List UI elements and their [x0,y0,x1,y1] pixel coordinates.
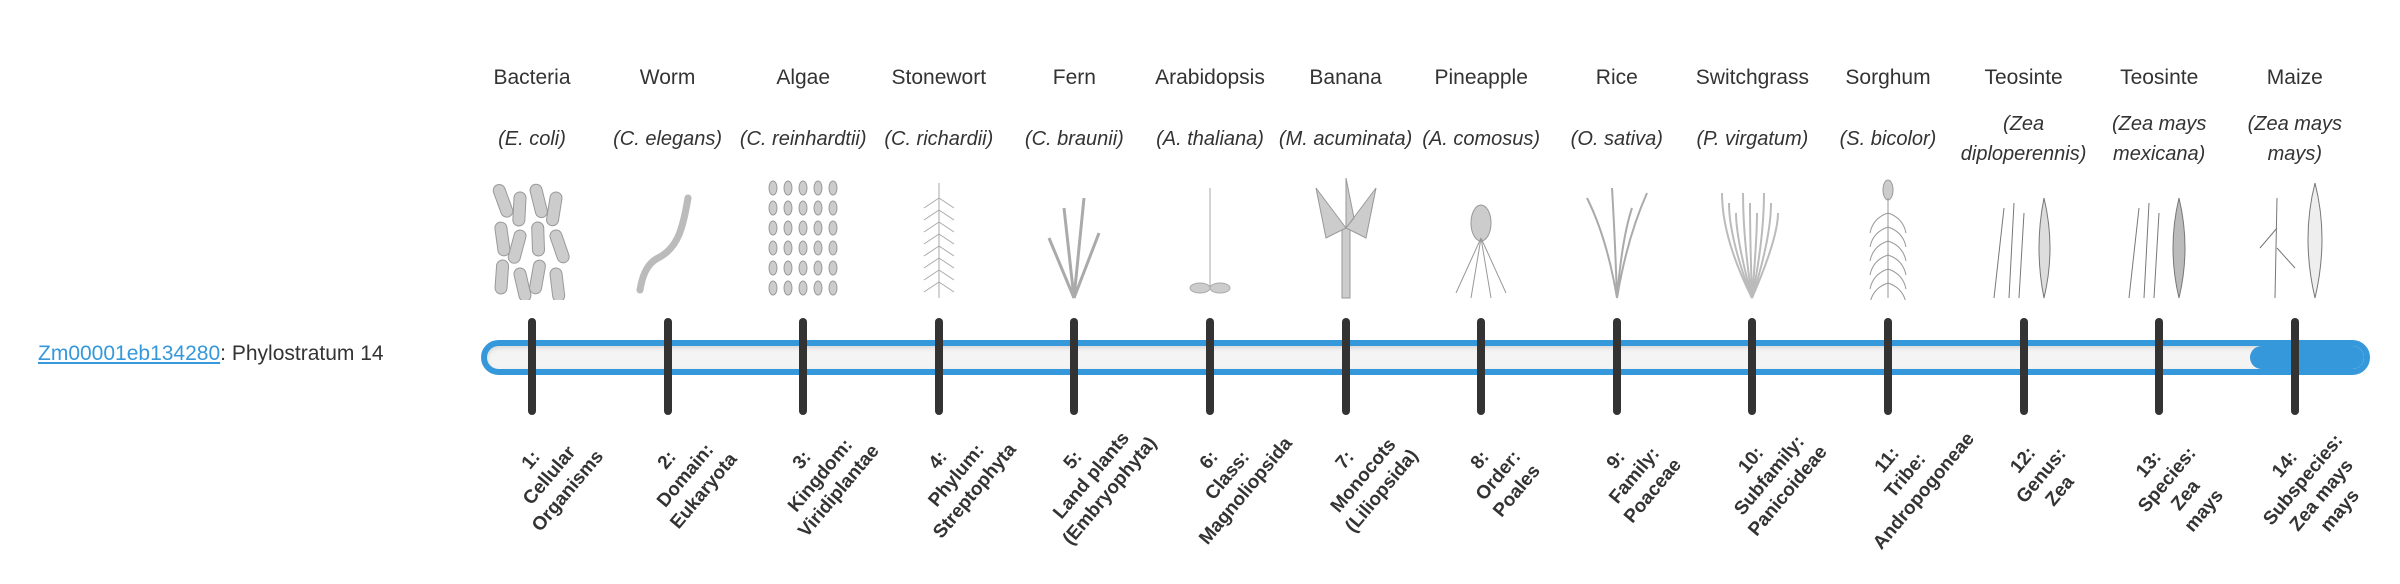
stratum-tick [1341,318,1350,415]
stratum-tick [1748,318,1757,415]
stratum-tick [663,318,672,415]
separator: : [220,342,226,365]
organism-common-name: Sorghum [1845,66,1931,89]
scientific-name-text: (A. comosus) [1422,128,1541,150]
stratum-tick [799,318,808,415]
stratum-tick [1612,318,1621,415]
organism-scientific-name: (C. braunii) [1006,104,1142,174]
scientific-name-text: (M. acuminata) [1278,128,1413,150]
organism-scientific-name: (O. sativa) [1549,104,1685,174]
stratum-tick [1206,318,1214,415]
phylostratum-text: Phylostratum 14 [231,342,384,365]
stratum-label: 3: Kingdom: Viridiplantae [739,388,903,565]
pineapple-illustration-icon [1413,178,1549,300]
organism-scientific-name: (A. thaliana) [1142,104,1278,174]
stratum-tick [2019,318,2028,415]
stratum-label: 7: Monocots (Liliopsida) [1281,388,1445,565]
organism-common-name: Bacteria [493,66,571,89]
scientific-name-text: (O. sativa) [1570,128,1663,150]
stratum-tick [2155,318,2164,415]
scientific-name-text: (Zea mays mays) [2247,113,2343,165]
scientific-name-text: (C. elegans) [613,128,723,150]
organism-common-name: Maize [2266,66,2323,89]
scientific-name-text: (A. thaliana) [1156,128,1264,150]
organism-common-name: Banana [1309,66,1382,89]
maize-illustration-icon [2227,178,2363,300]
worm-illustration-icon [600,178,736,300]
organism-scientific-name: (S. bicolor) [1820,104,1956,174]
stratum-label: 2: Domain: Eukaryota [603,388,767,565]
bacteria-illustration-icon [464,178,600,300]
scientific-name-text: (C. reinhardtii) [739,128,867,150]
scientific-name-text: (P. virgatum) [1696,128,1809,150]
teosinte-illustration-icon [2091,178,2227,300]
organism-common-name: Fern [1052,66,1096,89]
scientific-name-text: (C. braunii) [1024,128,1124,150]
arabidopsis-illustration-icon [1142,178,1278,300]
scientific-name-text: (C. richardii) [884,128,994,150]
gene-phylostratum-label: Zm00001eb134280: Phylostratum 14 [38,342,384,366]
stratum-label: 12: Genus: Zea [1959,388,2123,565]
organism-scientific-name: (Zea mays mexicana) [2091,104,2227,174]
organism-common-name: Switchgrass [1695,66,1809,89]
stratum-tick [934,318,943,415]
scientific-name-text: (Zea mays mexicana) [2111,113,2207,165]
stonewort-illustration-icon [871,178,1007,300]
stratum-tick [528,318,536,415]
stratum-label: 8: Order: Poales [1417,388,1581,565]
stratum-label: 13: Species: Zea mays [2086,392,2269,584]
fern-illustration-icon [1006,178,1142,300]
organism-scientific-name: (M. acuminata) [1278,104,1414,174]
stratum-label: 1: Cellular Organisms [468,388,632,565]
organism-common-name: Algae [776,66,831,89]
stratum-tick [1884,318,1892,415]
banana-illustration-icon [1278,178,1414,300]
algae-illustration-icon [735,178,871,300]
stratum-label: 10: Subfamily: Panicoideae [1688,388,1852,565]
organism-scientific-name: (C. reinhardtii) [735,104,871,174]
organism-scientific-name: (P. virgatum) [1684,104,1820,174]
organism-common-name: Rice [1595,66,1638,89]
stratum-label: 5: Land plants (Embryophyta) [1010,388,1174,565]
sorghum-illustration-icon [1820,178,1956,300]
teosinte-illustration-icon [1956,178,2092,300]
organism-scientific-name: (C. elegans) [600,104,736,174]
organism-scientific-name: (E. coli) [464,104,600,174]
stratum-label: 9: Family: Poaceae [1553,388,1717,565]
stratum-label: 4: Phylum: Streptophyta [875,388,1039,565]
progress-fill [2249,346,2364,369]
organism-scientific-name: (C. richardii) [871,104,1007,174]
stratum-tick [1477,318,1486,415]
stratum-tick [1070,318,1079,415]
scientific-name-text: (E. coli) [498,128,566,150]
switchgrass-illustration-icon [1684,178,1820,300]
organism-scientific-name: (Zea diploperennis) [1956,104,2092,174]
organism-scientific-name: (A. comosus) [1413,104,1549,174]
stratum-label: 11: Tribe: Andropogoneae [1824,388,1988,565]
organism-common-name: Worm [639,66,696,89]
organism-scientific-name: (Zea mays mays) [2227,104,2363,174]
stratum-label: 14: Subspecies: Zea mays mays [2221,392,2400,584]
organism-common-name: Stonewort [891,66,987,89]
rice-illustration-icon [1549,178,1685,300]
organism-common-name: Teosinte [2120,66,2199,89]
scientific-name-text: (S. bicolor) [1839,128,1937,150]
stratum-label: 6: Class: Magnoliopsida [1146,388,1310,565]
gene-id-link[interactable]: Zm00001eb134280 [38,342,221,365]
scientific-name-text: (Zea diploperennis) [1960,113,2087,165]
organism-common-name: Pineapple [1434,66,1528,89]
organism-common-name: Teosinte [1984,66,2063,89]
phylostratum-progress-bar [481,340,2370,375]
organism-common-name: Arabidopsis [1155,66,1265,89]
stratum-tick [2290,318,2299,415]
